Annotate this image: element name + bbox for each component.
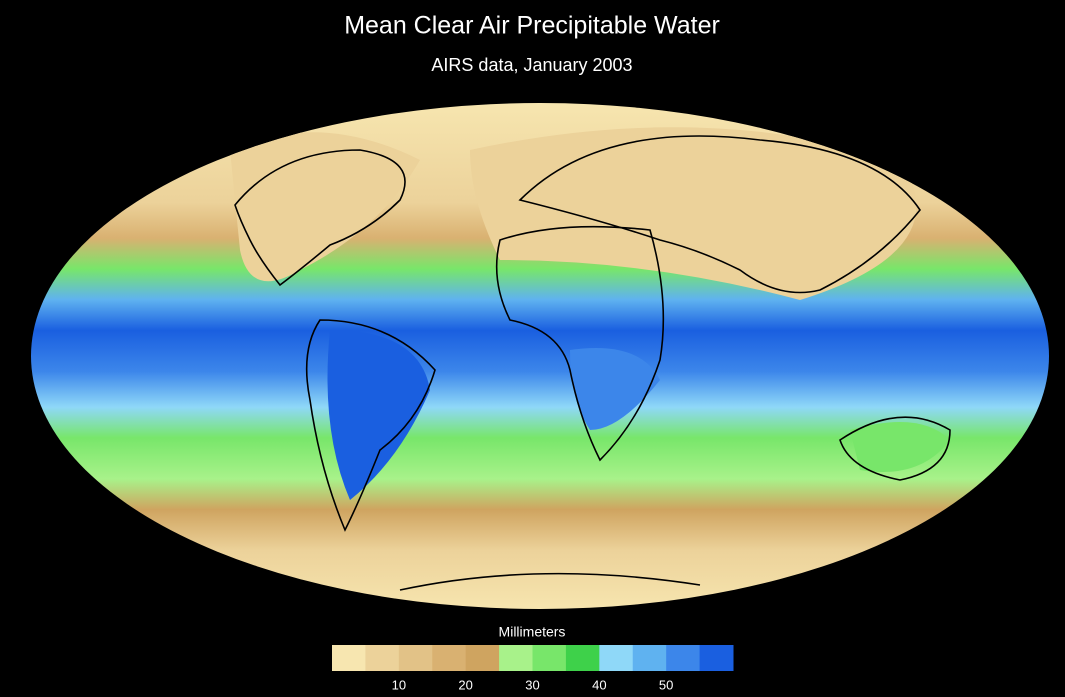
coastline	[399, 572, 701, 591]
colorbar-segment	[398, 645, 433, 671]
coastline	[234, 149, 406, 287]
coastline	[305, 319, 436, 532]
map-title: Mean Clear Air Precipitable Water	[344, 12, 720, 40]
map-subtitle: AIRS data, January 2003	[431, 55, 632, 75]
colorbar-tick-label: 20	[458, 677, 472, 692]
amazon-moist	[327, 330, 430, 500]
colorbar: 10 20 30 40 50	[332, 645, 734, 692]
colorbar-segment	[666, 645, 701, 671]
colorbar-label: Millimeters	[499, 624, 566, 640]
colorbar-segment	[365, 645, 400, 671]
coastline	[495, 225, 665, 462]
colorbar-segment	[332, 645, 366, 671]
australia	[850, 422, 950, 472]
eurasia-dry	[470, 127, 917, 300]
colorbar-tick-label: 10	[392, 677, 406, 692]
colorbar-segment	[432, 645, 467, 671]
globe	[31, 103, 1049, 609]
colorbar-tick-label: 40	[592, 677, 606, 692]
coastline	[518, 135, 921, 294]
coastline	[839, 416, 951, 481]
colorbar-segment	[565, 645, 600, 671]
congo-moist	[570, 348, 660, 430]
colorbar-segment	[599, 645, 634, 671]
colorbar-segment	[532, 645, 567, 671]
colorbar-segment	[499, 645, 533, 671]
colorbar-tick-label: 30	[525, 677, 539, 692]
colorbar-segment	[465, 645, 500, 671]
colorbar-segment	[699, 645, 734, 671]
colorbar-tick-label: 50	[659, 677, 673, 692]
colorbar-segment	[632, 645, 667, 671]
